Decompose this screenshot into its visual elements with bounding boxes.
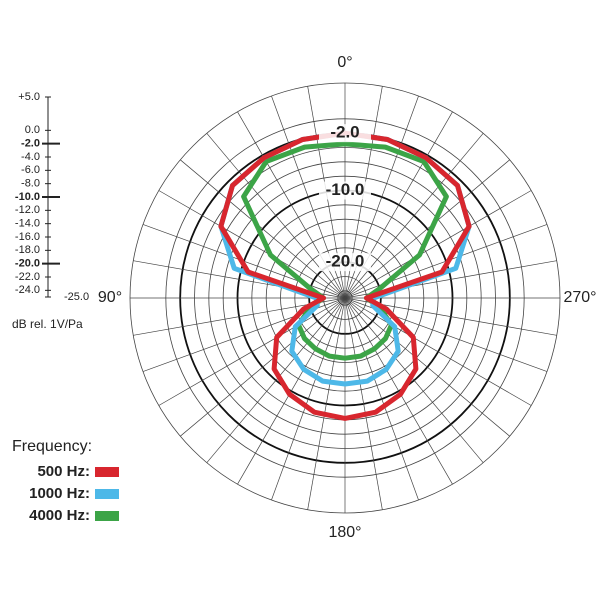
spoke: [271, 297, 346, 501]
scale-label: -24.0: [15, 284, 40, 296]
scale-label: -14.0: [15, 218, 40, 230]
scale-label: -6.0: [21, 164, 40, 176]
legend-swatch: [95, 467, 119, 477]
pattern-curve: [241, 141, 449, 361]
scale-label: +5.0: [18, 91, 40, 103]
spoke: [206, 297, 346, 463]
angle-label: 0°: [337, 54, 352, 71]
scale-label: -10.0: [15, 191, 40, 203]
ring-label: -20.0: [326, 252, 365, 271]
ring-label-bg: [319, 181, 371, 200]
scale-label: -20.0: [15, 258, 40, 270]
ring-label-bg: [319, 253, 371, 272]
spoke: [344, 159, 510, 299]
legend-swatch: [95, 489, 119, 499]
scale-label: -25.0: [64, 291, 89, 303]
spoke: [344, 297, 532, 406]
legend-title: Frequency:: [12, 438, 92, 455]
legend-label: 4000 Hz:: [29, 507, 90, 524]
ring-label-bg: [319, 124, 371, 143]
legend-label: 1000 Hz:: [29, 485, 90, 502]
spoke: [344, 297, 510, 437]
scale-label: -4.0: [21, 151, 40, 163]
spoke: [180, 159, 346, 299]
spoke: [237, 297, 346, 485]
spoke: [158, 190, 346, 299]
spoke: [344, 297, 484, 463]
spoke: [344, 190, 532, 299]
legend-swatch: [95, 511, 119, 521]
ring-label: -2.0: [330, 123, 359, 142]
spoke: [344, 297, 419, 501]
scale-label: -2.0: [21, 138, 40, 150]
spoke: [158, 297, 346, 406]
scale-label: -22.0: [15, 271, 40, 283]
scale-label: -12.0: [15, 204, 40, 216]
spoke: [307, 297, 346, 510]
angle-label: 180°: [328, 524, 361, 541]
spoke: [344, 297, 453, 485]
angle-label: 90°: [98, 289, 122, 306]
unit-label: dB rel. 1V/Pa: [12, 317, 83, 331]
scale-label: -16.0: [15, 231, 40, 243]
ring-label: -10.0: [326, 180, 365, 199]
spoke: [344, 297, 383, 510]
scale-label: 0.0: [25, 124, 40, 136]
scale-label: -18.0: [15, 244, 40, 256]
legend-label: 500 Hz:: [37, 463, 90, 480]
pattern-curve: [218, 130, 472, 421]
scale-label: -8.0: [21, 178, 40, 190]
angle-label: 270°: [563, 289, 596, 306]
spoke: [180, 297, 346, 437]
